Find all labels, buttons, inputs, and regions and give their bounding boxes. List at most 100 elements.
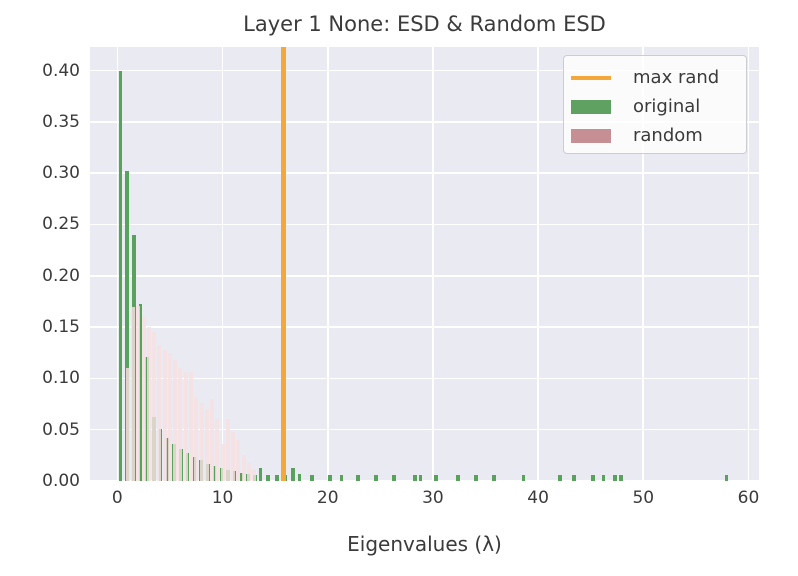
random-hist-bar xyxy=(152,332,157,481)
x-tick-label: 30 xyxy=(422,488,444,508)
x-axis-label: Eigenvalues (λ) xyxy=(347,532,502,556)
original-hist-bar xyxy=(138,303,143,481)
original-hist-bar xyxy=(474,474,478,481)
legend-row-original: original xyxy=(571,92,746,121)
y-tick-label: 0.30 xyxy=(42,163,80,184)
y-tick-label: 0.05 xyxy=(42,419,80,440)
gridline-horizontal xyxy=(90,326,759,328)
original-hist-bar xyxy=(258,467,263,481)
x-tick-label: 40 xyxy=(527,488,549,508)
random-hist-bar xyxy=(162,349,167,481)
random-hist-bar xyxy=(188,372,193,481)
legend-row-random: random xyxy=(571,121,746,150)
original-hist-bar xyxy=(266,474,270,481)
original-hist-bar xyxy=(724,474,729,481)
gridline-horizontal xyxy=(90,69,759,72)
random-hist-bar xyxy=(252,468,257,481)
random-hist-bar xyxy=(210,398,215,481)
gridline-horizontal xyxy=(90,274,759,277)
original-hist-bar xyxy=(456,474,460,481)
legend: max rand original random xyxy=(563,55,747,154)
random-hist-bar xyxy=(157,344,162,481)
legend-label-random: random xyxy=(633,125,703,146)
y-tick-label: 0.25 xyxy=(42,214,80,235)
legend-row-max-rand: max rand xyxy=(571,63,746,92)
max-rand-line xyxy=(281,47,287,481)
gridline-vertical xyxy=(432,47,434,481)
x-tick-label: 0 xyxy=(111,488,123,508)
chart-title: Layer 1 None: ESD & Random ESD xyxy=(243,12,606,36)
random-hist-bar xyxy=(183,372,188,481)
y-tick-label: 0.35 xyxy=(42,111,80,132)
gridline-horizontal xyxy=(90,172,759,174)
gridline-vertical xyxy=(116,47,119,481)
legend-label-max-rand: max rand xyxy=(633,67,720,88)
original-hist-bar xyxy=(374,474,378,481)
random-hist-bar xyxy=(178,368,183,481)
random-hist-bar xyxy=(215,419,220,481)
original-hist-bar xyxy=(434,474,438,481)
original-hist-bar xyxy=(165,437,170,481)
original-hist-bar xyxy=(297,473,302,481)
random-hist-bar xyxy=(167,352,172,481)
y-tick-label: 0.15 xyxy=(42,317,80,338)
random-hist-bar xyxy=(199,403,204,481)
gridline-vertical xyxy=(326,47,329,481)
original-hist-bar xyxy=(275,474,279,481)
random-hist-bar xyxy=(241,455,246,481)
random-hist-bar xyxy=(231,431,236,481)
original-hist-bar xyxy=(212,465,217,481)
original-hist-bar xyxy=(613,474,617,481)
x-tick-label: 20 xyxy=(316,488,339,508)
gridline-horizontal xyxy=(90,480,759,481)
y-tick-label: 0.00 xyxy=(42,471,80,491)
max-rand-line-swatch xyxy=(571,75,611,80)
random-hist-bar xyxy=(141,316,146,481)
original-hist-bar xyxy=(310,474,314,481)
y-tick-label: 0.10 xyxy=(42,368,80,389)
gridline-vertical xyxy=(537,47,539,481)
gridline-horizontal xyxy=(90,377,759,380)
random-patch-swatch xyxy=(571,128,611,143)
original-hist-bar xyxy=(125,171,129,481)
original-hist-bar xyxy=(392,474,396,481)
original-hist-bar xyxy=(413,474,417,481)
gridline-horizontal xyxy=(90,428,759,431)
random-hist-bar xyxy=(246,462,251,481)
original-hist-bar xyxy=(591,474,595,481)
x-tick-label: 60 xyxy=(737,488,760,508)
gridline-vertical xyxy=(642,47,645,481)
gridline-horizontal xyxy=(90,121,759,123)
legend-label-original: original xyxy=(633,96,701,117)
random-hist-bar xyxy=(194,397,199,481)
random-hist-bar xyxy=(136,305,141,481)
original-hist-bar xyxy=(118,70,123,481)
y-tick-label: 0.20 xyxy=(42,265,80,286)
x-tick-label: 10 xyxy=(211,488,234,508)
original-patch-swatch xyxy=(571,99,611,114)
original-hist-bar xyxy=(328,474,332,481)
gridline-vertical xyxy=(221,47,224,481)
random-hist-bar xyxy=(204,409,209,481)
original-hist-bar xyxy=(356,474,360,481)
original-hist-bar xyxy=(558,474,562,481)
original-hist-bar xyxy=(239,472,244,481)
random-hist-bar xyxy=(236,439,241,481)
random-hist-bar xyxy=(220,444,225,481)
original-hist-bar xyxy=(601,474,606,481)
original-hist-bar xyxy=(418,474,423,481)
random-hist-bar xyxy=(173,359,178,481)
original-hist-bar xyxy=(492,474,496,481)
random-hist-bar xyxy=(225,419,230,481)
original-hist-bar xyxy=(339,474,344,481)
random-hist-bar xyxy=(125,368,130,481)
random-hist-bar xyxy=(146,327,151,481)
original-hist-bar xyxy=(572,474,576,481)
original-hist-bar xyxy=(521,474,526,481)
gridline-vertical xyxy=(747,47,750,481)
random-hist-bar xyxy=(131,306,136,481)
original-hist-bar xyxy=(291,467,295,481)
x-tick-label: 50 xyxy=(632,488,655,508)
gridline-horizontal xyxy=(90,223,759,226)
